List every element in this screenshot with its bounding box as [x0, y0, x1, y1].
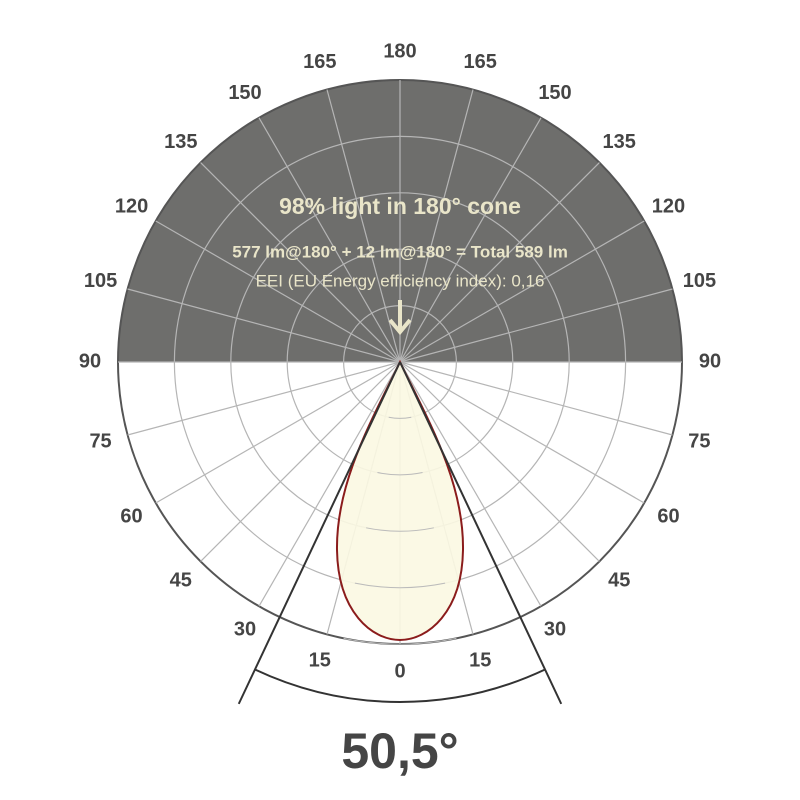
spoke	[127, 288, 401, 363]
beam-arc	[254, 668, 546, 703]
spoke	[399, 220, 645, 363]
title: 98% light in 180° cone	[279, 193, 521, 219]
angle-tick-label: 165	[303, 51, 336, 73]
angle-tick-label: 120	[652, 195, 685, 217]
spoke	[399, 117, 542, 363]
tick-labels: 0 15 15 30 30 45 45 60 60 75 75 90 90 105 105 120 120 135…	[79, 40, 721, 682]
angle-tick-label: 45	[170, 569, 192, 591]
angle-tick-label: 15	[309, 650, 331, 672]
ring-inner	[377, 472, 423, 476]
angle-tick-label: 180	[383, 40, 416, 62]
angle-tick-label: 60	[657, 505, 679, 527]
beam-edge	[237, 361, 401, 705]
note: EEI (EU Energy efficiency index): 0,16	[256, 271, 545, 290]
subtitle: 577 lm@180° + 12 lm@180° = Total 589 lm	[232, 242, 568, 261]
spoke	[155, 220, 401, 363]
beam-curve	[335, 359, 465, 642]
spoke	[399, 361, 542, 607]
spoke	[258, 361, 401, 607]
spoke	[200, 162, 401, 363]
beam-angle-label: 50,5°	[341, 723, 458, 779]
spoke	[127, 361, 401, 436]
angle-tick-label: 165	[464, 51, 497, 73]
angle-tick-label: 75	[89, 431, 111, 453]
angle-tick-label: 105	[683, 270, 716, 292]
angle-tick-label: 45	[608, 569, 630, 591]
ring-inner	[354, 582, 446, 589]
spoke	[399, 162, 600, 363]
inner-grid	[343, 416, 457, 645]
spoke	[326, 89, 401, 363]
beam-edge	[399, 361, 563, 705]
angle-tick-label: 120	[115, 195, 148, 217]
ring-inner	[388, 416, 412, 419]
spoke	[399, 361, 645, 504]
angle-tick-label: 150	[538, 82, 571, 104]
spoke	[399, 361, 600, 562]
beam-angle	[237, 361, 563, 705]
spoke	[258, 117, 401, 363]
angle-tick-label: 135	[164, 131, 197, 153]
ring-inner	[366, 527, 434, 532]
spoke	[155, 361, 401, 504]
spoke	[399, 288, 673, 363]
arrow	[388, 300, 412, 336]
angle-tick-label: 105	[84, 270, 117, 292]
angle-tick-label: 60	[120, 505, 142, 527]
spoke	[200, 361, 401, 562]
angle-tick-label: 90	[79, 350, 101, 372]
spoke	[399, 361, 673, 436]
ring-inner	[343, 637, 457, 645]
angle-tick-label: 0	[394, 660, 405, 682]
angle-tick-label: 150	[228, 82, 261, 104]
angle-tick-label: 135	[603, 131, 636, 153]
spoke	[399, 89, 474, 363]
angle-tick-label: 75	[688, 431, 710, 453]
angle-tick-label: 30	[544, 619, 566, 641]
angle-tick-label: 90	[699, 350, 721, 372]
angle-tick-label: 15	[469, 650, 491, 672]
angle-tick-label: 30	[234, 619, 256, 641]
